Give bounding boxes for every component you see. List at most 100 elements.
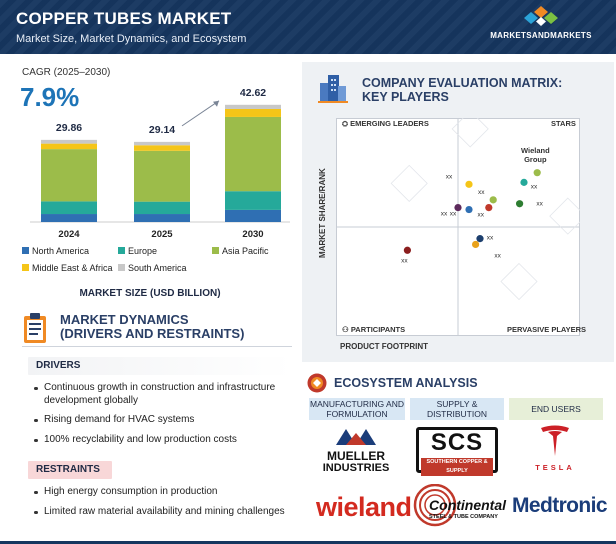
- bar-segment: [41, 139, 97, 144]
- bar-segment: [134, 150, 190, 202]
- driver-item: Continuous growth in construction and in…: [34, 382, 292, 407]
- player-dot: [454, 204, 462, 212]
- player-label: xx: [441, 211, 448, 218]
- bar-segment: [225, 108, 281, 117]
- page-subtitle: Market Size, Market Dynamics, and Ecosys…: [16, 33, 247, 45]
- ecosystem-col-supply: SUPPLY & DISTRIBUTION: [410, 398, 504, 420]
- ecosystem-icon: [307, 373, 327, 393]
- page-title: COPPER TUBES MARKET: [16, 9, 232, 28]
- restraint-item: High energy consumption in production: [34, 486, 217, 499]
- trend-arrow-line: [181, 100, 220, 127]
- brand-logo: MARKETSANDMARKETS: [486, 6, 596, 50]
- matrix-x-axis-label: PRODUCT FOOTPRINT: [340, 342, 428, 351]
- player-label: xx: [478, 212, 485, 219]
- footer-bar: [0, 541, 616, 544]
- bar-segment: [134, 141, 190, 146]
- legend-swatch: [22, 247, 29, 254]
- bar-segment: [41, 143, 97, 150]
- player-dot: [465, 205, 473, 214]
- legend-item-north-america: North America: [22, 246, 89, 256]
- bar-segment: [134, 214, 190, 222]
- bar-segment: [225, 209, 281, 222]
- market-dynamics-title-line1: MARKET DYNAMICS: [60, 312, 189, 327]
- restraints-list: High energy consumption in production Li…: [34, 486, 292, 526]
- matrix-title-line2: KEY PLAYERS: [362, 90, 449, 104]
- matrix-guide-diamond: [549, 197, 587, 235]
- bar-segment: [225, 191, 281, 210]
- player-dot: [533, 169, 541, 177]
- trend-arrow-head: [213, 100, 219, 107]
- bar-segment: [41, 149, 97, 202]
- bar-segment: [225, 104, 281, 109]
- quadrant-label-emerging-leaders: ⛭ EMERGING LEADERS: [342, 119, 429, 129]
- player-label: xx: [450, 211, 457, 218]
- player-dot: [472, 240, 480, 249]
- driver-item: 100% recyclability and low production co…: [34, 434, 237, 447]
- player-label: xx: [446, 173, 453, 180]
- matrix-title-line1: COMPANY EVALUATION MATRIX:: [362, 76, 563, 90]
- player-label: xx: [494, 252, 501, 259]
- scs-subtext: SOUTHERN COPPER & SUPPLY: [421, 458, 493, 476]
- mueller-logo: MUELLER INDUSTRIES: [316, 427, 396, 474]
- tesla-logo: TESLA: [524, 424, 586, 474]
- continental-logo: Continental STEEL & TUBE COMPANY: [413, 484, 506, 528]
- legend-item-middle-east-africa: Middle East & Africa: [22, 263, 113, 273]
- legend-item-europe: Europe: [118, 246, 157, 256]
- market-size-chart: 29.86 2024 29.14 2025 42.62 2030: [30, 88, 290, 240]
- continental-swirl-icon: [413, 484, 457, 527]
- bar-segment: [134, 201, 190, 215]
- header-banner: COPPER TUBES MARKET Market Size, Market …: [0, 0, 616, 54]
- drivers-heading: DRIVERS: [28, 357, 292, 375]
- buildings-icon: [318, 75, 348, 103]
- bar-segment: [225, 116, 281, 192]
- bar-total-label: 29.86: [56, 122, 82, 134]
- player-dot: [516, 200, 524, 208]
- player-dot: [485, 204, 493, 212]
- legend-label: Europe: [128, 246, 158, 256]
- tesla-mark-icon: [541, 425, 569, 456]
- driver-item: Rising demand for HVAC systems: [34, 414, 194, 427]
- restraint-item: Limited raw material availability and mi…: [34, 506, 285, 519]
- legend-label: Middle East & Africa: [32, 263, 113, 273]
- scs-text: SCS: [430, 429, 484, 456]
- player-dot: [403, 246, 411, 254]
- bar-segment: [134, 145, 190, 151]
- player-label: xx: [401, 257, 408, 264]
- mueller-mark-icon: [336, 429, 376, 445]
- cagr-value: 7.9%: [20, 82, 80, 112]
- quadrant-text: EMERGING LEADERS: [350, 119, 429, 128]
- category-label: 2024: [58, 229, 80, 240]
- matrix-guide-diamond: [390, 164, 428, 202]
- continental-subtext: STEEL & TUBE COMPANY: [429, 514, 498, 520]
- mueller-text-1: MUELLER: [327, 449, 385, 463]
- legend-swatch: [118, 247, 125, 254]
- scs-logo: SCS SOUTHERN COPPER & SUPPLY: [416, 427, 498, 476]
- wieland-text: wieland: [316, 492, 412, 522]
- legend-swatch: [118, 264, 125, 271]
- market-dynamics-title: MARKET DYNAMICS (DRIVERS AND RESTRAINTS): [60, 313, 244, 341]
- continental-text: Continental: [429, 497, 506, 513]
- cagr-label: CAGR (2025–2030): [22, 67, 111, 78]
- legend-swatch: [22, 264, 29, 271]
- player-dot: [476, 235, 484, 243]
- clipboard-icon: [24, 313, 46, 343]
- player-label: xx: [487, 235, 494, 242]
- quadrant-label-pervasive-players: PERVASIVE PLAYERS: [507, 325, 587, 334]
- ecosystem-col-manufacturing: MANUFACTURING AND FORMULATION: [309, 398, 405, 420]
- brand-mark-icon: [524, 6, 558, 26]
- chart-x-axis-label: MARKET SIZE (USD BILLION): [79, 288, 221, 299]
- player-label: xx: [478, 189, 485, 196]
- market-dynamics-title-line2: (DRIVERS AND RESTRAINTS): [60, 326, 245, 341]
- player-dot: [489, 196, 497, 204]
- player-label: xx: [531, 183, 538, 190]
- drivers-list: Continuous growth in construction and in…: [34, 382, 292, 452]
- matrix-guide-diamond: [500, 262, 538, 301]
- legend-label: North America: [32, 246, 90, 256]
- tesla-text: TESLA: [535, 463, 575, 472]
- restraints-heading: RESTRAINTS: [28, 461, 112, 479]
- matrix-title: COMPANY EVALUATION MATRIX: KEY PLAYERS: [362, 76, 562, 104]
- player-dot: [465, 180, 473, 188]
- ecosystem-col-end-users: END USERS: [509, 398, 603, 420]
- medtronic-logo: Medtronic: [512, 490, 608, 526]
